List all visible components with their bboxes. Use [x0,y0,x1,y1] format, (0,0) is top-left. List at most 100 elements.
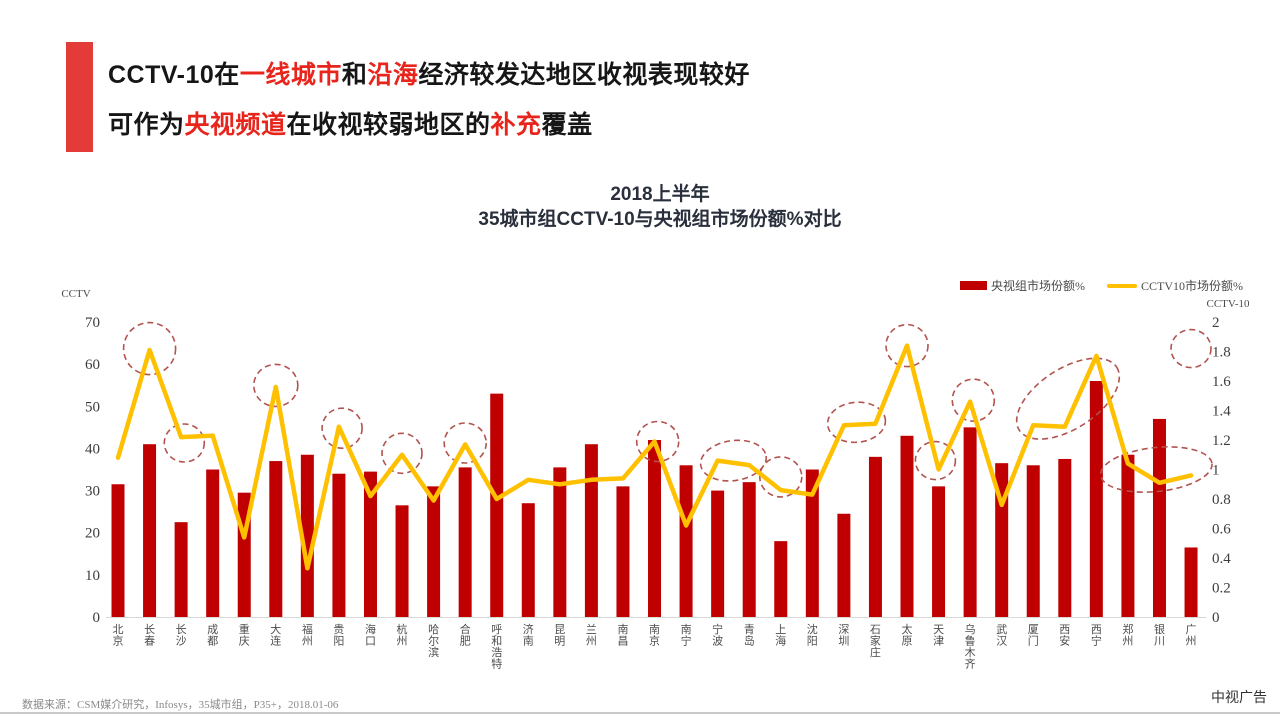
bar-银川 [1152,418,1166,617]
bar-哈尔滨 [427,486,441,617]
highlight-circle-南京 [635,420,680,463]
x-axis-label-兰州: 兰州 [586,623,597,648]
bar-深圳 [837,513,851,617]
bar-西宁 [1089,381,1103,617]
bar-南京 [648,440,662,617]
bar-成都 [206,469,220,617]
right-axis-tick: 1.8 [1212,345,1231,361]
right-axis-tick: 1 [1212,463,1220,479]
bar-上海 [774,541,788,617]
bar-西安 [1058,458,1072,617]
bar-大连 [269,461,283,617]
bar-南宁 [679,465,693,617]
x-axis-label-大连: 大连 [270,622,281,648]
right-axis-tick: 0.8 [1212,492,1231,508]
x-axis-label-西宁: 西宁 [1091,624,1102,648]
line-series-swatch-icon [1107,283,1137,288]
bar-合肥 [458,467,472,617]
right-axis-tick: 0.6 [1212,522,1231,538]
x-axis-label-长春: 长春 [144,623,155,648]
right-axis-tick: 1.6 [1212,374,1231,390]
left-axis-tick: 30 [85,484,100,500]
title-text: 和 [341,61,368,89]
highlight-circle-长沙 [163,423,206,463]
x-axis-label-广州: 广州 [1186,623,1197,648]
x-axis-label-福州: 福州 [302,622,313,648]
title-text: 覆盖 [541,111,593,139]
title-highlight-text: 央视频道 [184,111,287,139]
highlight-circle-上海 [758,456,803,498]
x-axis-label-南京: 南京 [649,623,660,648]
x-axis-label-厦门: 厦门 [1028,623,1039,648]
bar-杭州 [395,505,409,617]
title-accent-bar [66,42,93,152]
bar-济南 [521,503,535,617]
x-axis-label-青岛: 青岛 [744,623,755,648]
x-axis-label-杭州: 杭州 [397,622,408,648]
highlight-circle-大连 [252,363,299,408]
x-axis-label-上海: 上海 [775,623,786,648]
highlight-circle-长春 [122,321,177,376]
legend-label-line-series: CCTV10市场份额% [1141,279,1244,293]
x-axis-label-海口: 海口 [365,622,376,648]
bottom-divider [0,712,1280,714]
x-axis-label-沈阳: 沈阳 [807,622,818,648]
x-axis-label-石家庄: 石家庄 [870,624,881,659]
left-axis-title: CCTV [61,288,90,300]
x-axis-label-南宁: 南宁 [681,623,692,648]
bar-福州 [300,454,314,617]
x-axis-label-哈尔滨: 哈尔滨 [428,623,439,659]
x-axis-label-深圳: 深圳 [838,623,849,648]
highlight-circle-厦门-西安-西宁 [1015,357,1121,440]
x-axis-label-北京: 北京 [113,623,124,648]
bar-石家庄 [868,456,882,617]
bar-宁波 [711,490,725,617]
bar-南昌 [616,486,630,617]
bar-郑州 [1121,454,1135,617]
x-axis-label-宁波: 宁波 [712,622,723,648]
legend-item-bar-series[interactable]: 央视组市场份额% [960,277,1085,294]
chart-title: 2018上半年 35城市组CCTV-10与央视组市场份额%对比 [320,182,1000,232]
bar-太原 [900,435,914,617]
bar-贵阳 [332,473,346,617]
bar-长春 [143,444,157,617]
left-axis-tick: 50 [85,399,100,415]
x-axis-label-成都: 成都 [207,623,218,648]
bar-广州 [1184,547,1198,617]
right-axis-tick: 1.2 [1212,433,1231,449]
highlight-circle-合肥 [443,422,488,464]
right-axis-tick: 0 [1212,610,1220,626]
bar-海口 [363,471,377,617]
page-title-line-1: CCTV-10在一线城市和沿海经济较发达地区收视表现较好 [108,50,750,100]
chart-legend: 央视组市场份额% CCTV10市场份额% [960,277,1243,294]
highlight-circle-天津 [914,440,957,481]
legend-item-line-series[interactable]: CCTV10市场份额% [1107,277,1243,294]
data-source-note: 数据来源：CSM媒介研究，Infosys，35城市组，P35+，2018.01-… [22,699,339,711]
highlight-circle-贵阳 [321,407,363,450]
x-axis-label-武汉: 武汉 [996,623,1007,648]
left-axis-tick: 70 [85,315,100,331]
highlight-circle-太原 [885,323,929,368]
x-axis-label-呼和浩特: 呼和浩特 [491,623,502,671]
highlight-circle-右上角 [1170,328,1212,369]
left-axis-tick: 10 [85,568,100,584]
x-axis-label-重庆: 重庆 [239,622,250,648]
right-axis-tick: 1.4 [1212,404,1231,420]
bar-乌鲁木齐 [963,427,977,617]
right-axis-title: CCTV-10 [1207,298,1250,310]
x-axis-label-合肥: 合肥 [460,622,471,648]
x-axis-label-西安: 西安 [1059,624,1070,648]
left-axis-tick: 0 [93,610,101,626]
right-axis-tick: 2 [1212,315,1220,331]
x-axis-label-济南: 济南 [523,622,534,648]
bar-series-swatch-icon [960,281,987,290]
title-text: 可作为 [108,111,185,139]
left-axis-tick: 60 [85,357,100,373]
brand-label: 中视广告 [1211,689,1267,705]
bar-沈阳 [805,469,819,617]
bar-天津 [932,486,946,617]
highlight-circle-乌鲁木齐 [951,378,996,423]
title-highlight-text: 补充 [490,111,542,139]
